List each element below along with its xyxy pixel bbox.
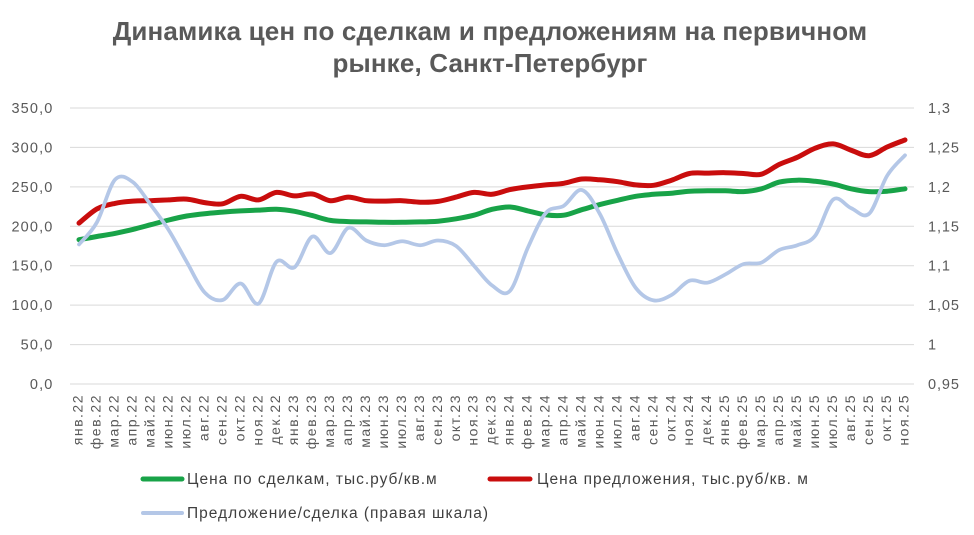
svg-text:июн.25: июн.25	[806, 394, 822, 449]
svg-text:июл.23: июл.23	[393, 394, 409, 449]
svg-text:ноя.23: ноя.23	[465, 394, 481, 446]
svg-text:фев.25: фев.25	[734, 394, 750, 449]
svg-text:июл.22: июл.22	[177, 394, 193, 449]
svg-text:150,0: 150,0	[11, 259, 53, 275]
svg-text:сен.23: сен.23	[429, 394, 445, 445]
svg-text:дек.23: дек.23	[483, 394, 499, 445]
svg-text:авг.25: авг.25	[842, 394, 858, 441]
svg-text:окт.22: окт.22	[231, 394, 247, 441]
svg-text:1,1: 1,1	[928, 259, 951, 275]
svg-text:апр.22: апр.22	[124, 394, 140, 446]
svg-text:сен.22: сен.22	[213, 394, 229, 445]
svg-text:мар.25: мар.25	[752, 394, 768, 448]
svg-text:сен.25: сен.25	[860, 394, 876, 445]
svg-text:янв.25: янв.25	[716, 394, 732, 445]
svg-text:авг.23: авг.23	[411, 394, 427, 441]
svg-text:янв.24: янв.24	[501, 394, 517, 445]
svg-text:50,0: 50,0	[21, 338, 54, 354]
svg-text:окт.24: окт.24	[662, 394, 678, 441]
svg-text:ноя.24: ноя.24	[680, 394, 696, 446]
svg-text:1: 1	[928, 338, 937, 354]
svg-text:окт.25: окт.25	[878, 394, 894, 441]
svg-text:0,95: 0,95	[928, 377, 960, 393]
svg-text:апр.24: апр.24	[555, 394, 571, 446]
svg-text:мар.23: мар.23	[321, 394, 337, 448]
svg-text:мар.22: мар.22	[106, 394, 122, 448]
svg-text:фев.23: фев.23	[303, 394, 319, 449]
svg-text:дек.22: дек.22	[267, 394, 283, 445]
svg-text:300,0: 300,0	[11, 140, 53, 156]
svg-text:1,15: 1,15	[928, 219, 960, 235]
svg-text:мар.24: мар.24	[537, 394, 553, 448]
svg-text:фев.24: фев.24	[519, 394, 535, 449]
svg-text:янв.23: янв.23	[285, 394, 301, 445]
svg-text:май.25: май.25	[788, 394, 804, 448]
svg-text:ноя.22: ноя.22	[249, 394, 265, 446]
svg-text:окт.23: окт.23	[447, 394, 463, 441]
svg-text:июл.24: июл.24	[608, 394, 624, 449]
svg-text:Цена предложения, тыс.руб/кв.: Цена предложения, тыс.руб/кв. м	[537, 471, 809, 488]
svg-text:май.22: май.22	[142, 394, 158, 448]
svg-text:июн.23: июн.23	[375, 394, 391, 449]
svg-text:сен.24: сен.24	[644, 394, 660, 445]
svg-text:дек.24: дек.24	[698, 394, 714, 445]
svg-text:июн.24: июн.24	[590, 394, 606, 449]
svg-text:100,0: 100,0	[11, 298, 53, 314]
svg-text:апр.23: апр.23	[339, 394, 355, 446]
svg-text:1,3: 1,3	[928, 101, 951, 117]
svg-text:июл.25: июл.25	[824, 394, 840, 449]
svg-text:Цена по сделкам, тыс.руб/кв.м: Цена по сделкам, тыс.руб/кв.м	[187, 471, 438, 488]
svg-text:авг.24: авг.24	[626, 394, 642, 441]
svg-text:Предложение/сделка (правая шка: Предложение/сделка (правая шкала)	[187, 505, 489, 522]
svg-text:1,2: 1,2	[928, 180, 951, 196]
svg-text:350,0: 350,0	[11, 101, 53, 117]
svg-text:1,05: 1,05	[928, 298, 960, 314]
svg-text:июн.22: июн.22	[160, 394, 176, 449]
svg-text:янв.22: янв.22	[70, 394, 86, 445]
svg-text:0,0: 0,0	[30, 377, 54, 393]
svg-text:1,25: 1,25	[928, 140, 960, 156]
svg-text:ноя.25: ноя.25	[896, 394, 912, 446]
svg-text:май.23: май.23	[357, 394, 373, 448]
svg-text:май.24: май.24	[573, 394, 589, 448]
svg-text:фев.22: фев.22	[88, 394, 104, 449]
svg-text:авг.22: авг.22	[195, 394, 211, 441]
svg-text:250,0: 250,0	[11, 180, 53, 196]
svg-text:200,0: 200,0	[11, 219, 53, 235]
svg-text:апр.25: апр.25	[770, 394, 786, 446]
